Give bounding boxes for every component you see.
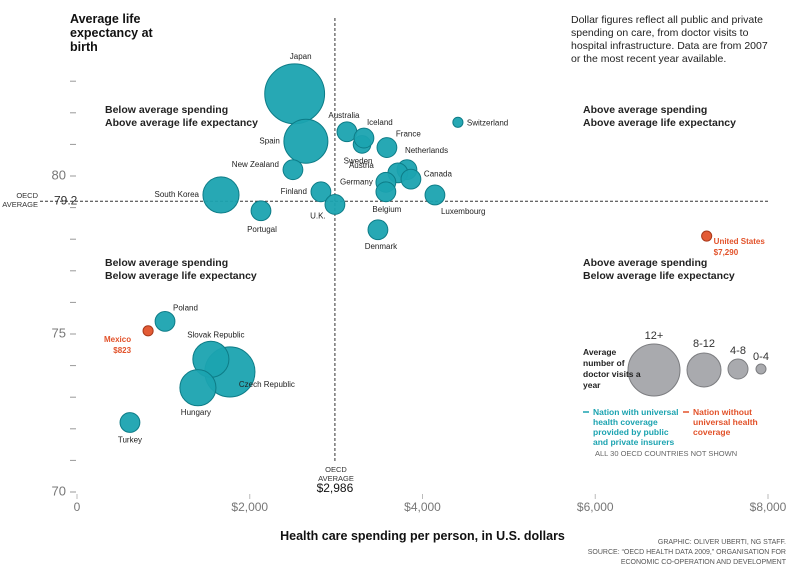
reference-label: 79.2: [54, 193, 78, 207]
country-label: Denmark: [365, 242, 398, 251]
country-label: Mexico: [104, 335, 131, 344]
bubble: [264, 63, 326, 125]
value-label: $823: [113, 346, 131, 355]
quadrant-label: Below average spending Above average life…: [105, 104, 258, 130]
country-label: Austria: [349, 161, 374, 170]
bubble: [367, 219, 389, 241]
country-label: France: [396, 130, 421, 139]
country-label: New Zealand: [232, 160, 279, 169]
bubble: [375, 181, 397, 203]
note: Dollar figures reflect all public and pr…: [571, 14, 768, 65]
country-label: Turkey: [118, 436, 142, 445]
y-axis-title: Average life expectancy at birth: [70, 12, 153, 54]
legend-entry: Nation without universal health coverage: [693, 407, 758, 437]
quadrant-label: Above average spending Below average life…: [583, 257, 735, 283]
bubble: [282, 159, 304, 181]
bubble: [324, 194, 346, 215]
bubble: [452, 116, 464, 128]
size-legend-bubble: [627, 343, 681, 397]
size-legend-bubble: [686, 352, 722, 388]
quadrant-label: Above average spending Above average life…: [583, 104, 736, 130]
country-label: Canada: [424, 169, 453, 178]
credit-line: GRAPHIC: OLIVER UBERTI, NG STAFF.: [657, 539, 786, 546]
value-label: $7,290: [714, 248, 739, 257]
quadrant-line: Above average life expectancy: [583, 117, 736, 129]
bubble: [142, 325, 154, 337]
country-label: Sweden: [344, 157, 373, 166]
bubble: [310, 181, 332, 203]
country-label: Germany: [340, 177, 373, 186]
credit-line: SOURCE: “OECD HEALTH DATA 2009,” ORGANIS…: [587, 549, 786, 556]
country-label: Slovak Republic: [187, 330, 244, 339]
country-label: Luxembourg: [441, 207, 485, 216]
quadrant-line: Below average life expectancy: [105, 270, 257, 282]
x-tick-label: $8,000: [750, 500, 787, 514]
size-legend-label: 8-12: [693, 338, 715, 350]
x-tick-label: 0: [74, 500, 81, 514]
bubble: [250, 200, 272, 222]
bubble: [202, 176, 240, 214]
x-axis-title: Health care spending per person, in U.S.…: [0, 529, 800, 543]
x-axis-title-text: Health care spending per person, in U.S.…: [280, 529, 565, 543]
country-label: Czech Republic: [239, 380, 295, 389]
credits: GRAPHIC: OLIVER UBERTI, NG STAFF. SOURCE:…: [588, 538, 786, 568]
y-tick-label: 70: [52, 483, 66, 498]
reference-caption: OECD AVERAGE: [318, 465, 354, 483]
country-label: United States: [714, 237, 766, 246]
country-label: South Korea: [155, 190, 200, 199]
country-label: Iceland: [367, 118, 393, 127]
y-tick-label: 75: [52, 325, 66, 340]
x-tick-label: $6,000: [577, 500, 614, 514]
size-legend-bubble: [755, 363, 767, 375]
x-tick-label: $2,000: [231, 500, 268, 514]
quadrant-label: Below average spending Below average life…: [105, 257, 257, 283]
country-label: Finland: [281, 187, 307, 196]
footnote: ALL 30 OECD COUNTRIES NOT SHOWN: [595, 449, 738, 458]
quadrant-line: Below average spending: [105, 104, 229, 116]
country-label: Japan: [290, 52, 312, 61]
bubble: [119, 412, 141, 433]
bubble: [400, 168, 422, 190]
size-legend-label: 0-4: [753, 351, 769, 363]
y-tick-label: 80: [52, 167, 66, 182]
bubble: [701, 230, 713, 242]
country-label: U.K.: [310, 212, 326, 221]
country-label: Belgium: [372, 205, 401, 214]
quadrant-line: Below average spending: [105, 257, 229, 269]
size-legend-bubble: [727, 358, 749, 380]
country-label: Switzerland: [467, 118, 508, 127]
bubble: [424, 184, 446, 206]
legend-entry: Nation with universal health coverage pr…: [593, 407, 679, 447]
bubble: [376, 137, 398, 158]
bubble: [353, 127, 375, 149]
reference-label: $2,986: [317, 481, 354, 495]
country-label: Spain: [259, 136, 279, 145]
quadrant-line: Below average life expectancy: [583, 270, 735, 282]
country-label: Hungary: [181, 408, 211, 417]
country-label: Poland: [173, 303, 198, 312]
size-legend-label: 4-8: [730, 345, 746, 357]
bubble: [154, 310, 176, 332]
quadrant-line: Above average spending: [583, 257, 708, 269]
size-legend-label: 12+: [645, 330, 664, 342]
x-tick-label: $4,000: [404, 500, 441, 514]
country-label: Portugal: [247, 225, 277, 234]
credit-line: ECONOMIC CO-OPERATION AND DEVELOPMENT: [620, 559, 786, 566]
country-label: Australia: [328, 111, 360, 120]
bubble: [179, 369, 217, 407]
quadrant-line: Above average life expectancy: [105, 117, 258, 129]
country-label: Netherlands: [405, 146, 448, 155]
quadrant-line: Above average spending: [583, 104, 708, 116]
size-legend-title: Average number of doctor visits a year: [583, 347, 641, 390]
reference-caption: OECD AVERAGE: [2, 191, 38, 209]
bubble: [283, 118, 329, 164]
